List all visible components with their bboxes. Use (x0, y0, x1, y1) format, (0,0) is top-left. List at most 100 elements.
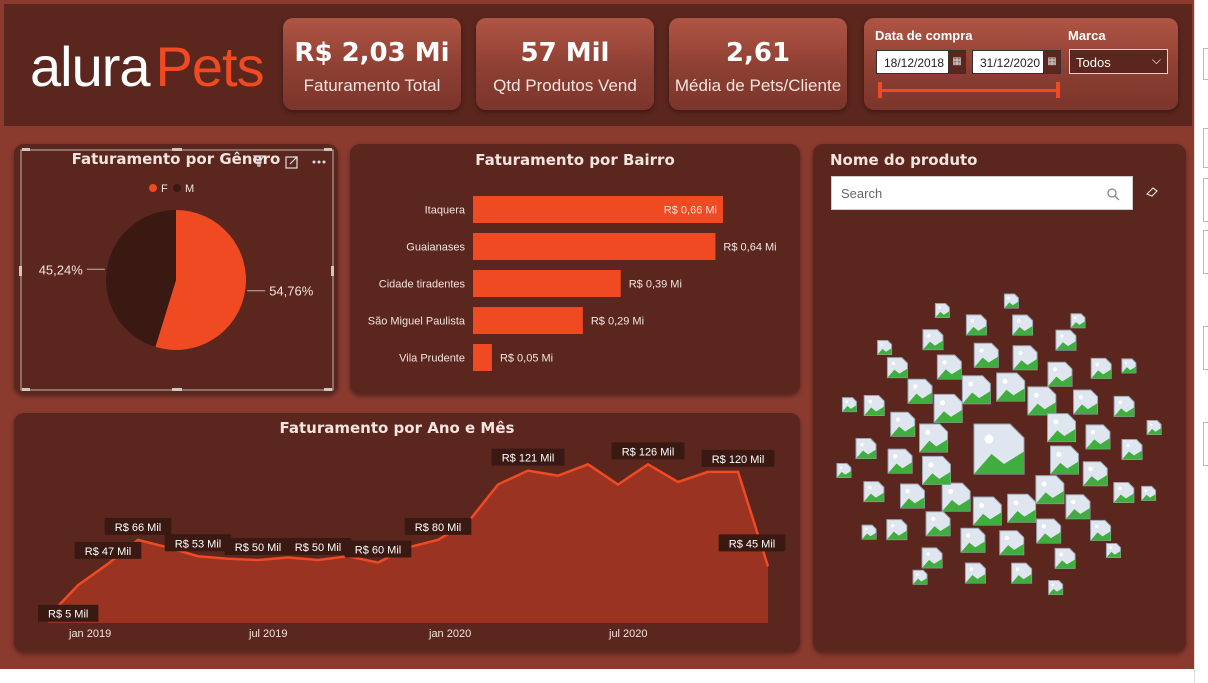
resize-handle[interactable] (331, 266, 334, 276)
broken-image-icon (1003, 293, 1019, 309)
image-sun (1060, 334, 1064, 338)
image-hill (886, 530, 907, 540)
pie-slice-m[interactable] (106, 210, 176, 347)
broken-image-icon (1090, 357, 1112, 379)
area-data-label: R$ 53 Mil (164, 534, 232, 552)
image-sun (927, 333, 931, 338)
slider-handle-start[interactable] (878, 82, 882, 98)
broken-image-icon (1073, 389, 1099, 415)
kpi-card-media-pets[interactable]: 2,61 Média de Pets/Cliente (669, 18, 847, 110)
broken-image-icon (925, 511, 951, 537)
bar[interactable] (473, 344, 492, 371)
resize-handle[interactable] (22, 388, 30, 391)
broken-image-icon (863, 394, 885, 416)
broken-image-icon (877, 340, 893, 356)
data-label-bg (284, 538, 352, 556)
date-start-input[interactable]: 18/12/2018 (876, 50, 950, 74)
image-sun (1041, 481, 1047, 487)
pane-field[interactable] (1203, 128, 1208, 168)
image-sun (1018, 350, 1023, 356)
image-hill (1083, 474, 1108, 486)
image-hill (863, 492, 884, 502)
broken-image-icon (1047, 361, 1073, 387)
area-data-label: R$ 120 Mil (701, 449, 775, 467)
x-tick-label: jan 2019 (68, 628, 111, 640)
image-sun (1041, 524, 1046, 529)
data-label-bg (164, 534, 232, 552)
broken-image-icon (1012, 314, 1034, 336)
image-sun (938, 306, 941, 309)
image-hill (862, 532, 877, 540)
image-sun (1124, 361, 1128, 365)
image-sun (1053, 419, 1059, 425)
kpi-card-qtd-produtos[interactable]: 57 Mil Qtd Produtos Vend (476, 18, 654, 110)
resize-handle[interactable] (324, 388, 332, 391)
kpi-card-faturamento-total[interactable]: R$ 2,03 Mi Faturamento Total (283, 18, 461, 110)
area-data-label: R$ 47 Mil (74, 541, 142, 559)
area-chart-panel[interactable]: Faturamento por Ano e Mês jan 2019 jul 20… (14, 413, 800, 652)
image-sun (1073, 316, 1077, 320)
image-hill (1085, 438, 1110, 449)
image-sun (880, 343, 884, 346)
data-label-text: R$ 50 Mil (295, 542, 341, 554)
kpi-value: 57 Mil (520, 38, 610, 68)
resize-handle[interactable] (172, 148, 182, 151)
data-label-bg (38, 604, 99, 622)
data-label-bg (491, 448, 565, 466)
resize-handle[interactable] (19, 266, 22, 276)
kpi-label: Faturamento Total (303, 76, 441, 95)
pane-field[interactable] (1203, 422, 1208, 466)
more-options-icon[interactable] (312, 160, 326, 164)
image-sun (969, 567, 974, 571)
date-range-slider[interactable] (880, 89, 1058, 92)
bar[interactable] (473, 307, 583, 334)
image-hill (890, 425, 915, 437)
filter-icon[interactable] (252, 155, 266, 167)
pane-field[interactable] (1203, 48, 1208, 80)
data-label-text: R$ 50 Mil (235, 542, 281, 554)
pane-field[interactable] (1203, 230, 1208, 274)
resize-handle[interactable] (22, 148, 30, 151)
slider-handle-end[interactable] (1056, 82, 1060, 98)
pie-slices (106, 210, 247, 350)
focus-mode-icon[interactable] (285, 156, 298, 169)
broken-image-icon (1036, 518, 1062, 544)
broken-image-icon (1105, 542, 1121, 558)
image-sun (1118, 486, 1122, 491)
broken-image-icon (899, 483, 925, 509)
bar-chart-panel[interactable]: Faturamento por Bairro Itaquera R$ 0,66 M… (350, 144, 800, 394)
bar[interactable] (473, 196, 723, 223)
image-sun (895, 417, 901, 422)
eraser-icon[interactable] (1145, 185, 1159, 197)
brand-dropdown-value: Todos (1076, 55, 1111, 70)
pie-slice-f[interactable] (155, 210, 247, 350)
data-label-bg (74, 541, 142, 559)
image-hill (934, 409, 963, 423)
image-sun (890, 523, 895, 528)
pane-field[interactable] (1203, 326, 1208, 370)
bar[interactable] (473, 270, 621, 297)
brand-dropdown[interactable]: Todos ⌵ (1069, 49, 1168, 74)
image-hill (900, 497, 925, 509)
calendar-icon[interactable]: ▦ (948, 50, 966, 74)
resize-handle[interactable] (324, 148, 332, 151)
image-hill (887, 368, 908, 378)
image-sun (1144, 489, 1148, 492)
legend-marker (173, 184, 181, 192)
product-search-input[interactable]: Search (831, 176, 1133, 210)
resize-handle[interactable] (172, 388, 182, 391)
date-end-input[interactable]: 31/12/2020 (972, 50, 1046, 74)
pie-chart-title: Faturamento por Gênero (71, 150, 281, 168)
image-sun (1033, 392, 1039, 398)
bar[interactable] (473, 233, 716, 260)
pane-field[interactable] (1203, 178, 1208, 222)
image-hill (935, 311, 950, 318)
area-data-label: R$ 60 Mil (344, 540, 412, 558)
image-hill (1065, 507, 1090, 519)
legend-label: F (161, 183, 168, 195)
kpi-label: Qtd Produtos Vend (493, 76, 637, 95)
calendar-icon[interactable]: ▦ (1043, 50, 1061, 74)
image-sun (1007, 296, 1010, 300)
image-hill (1047, 428, 1076, 442)
